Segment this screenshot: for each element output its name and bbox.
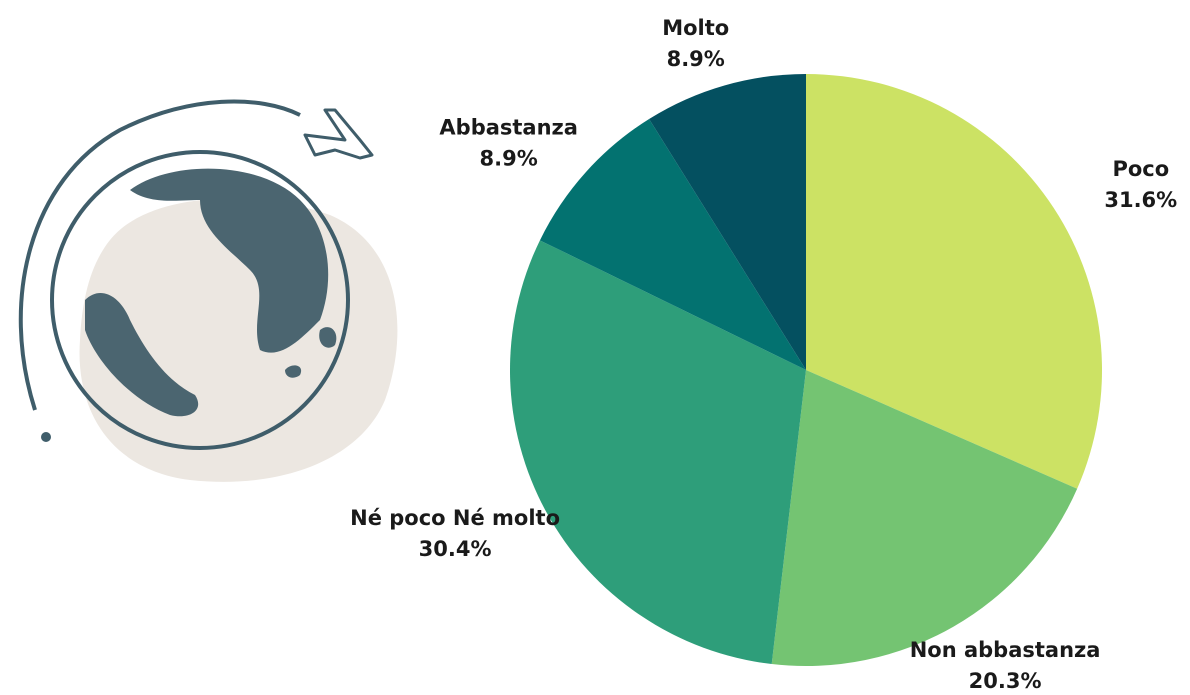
pie-slice xyxy=(649,74,806,370)
pie-slice xyxy=(539,118,806,370)
pie-slice xyxy=(771,370,1078,666)
slice-label: Molto xyxy=(662,16,729,40)
value-label: 8.9% xyxy=(480,147,538,171)
pie-slice xyxy=(806,74,1103,489)
slice-label: Né poco Né molto xyxy=(350,506,560,530)
globe-illustration xyxy=(18,99,398,482)
slice-label: Non abbastanza xyxy=(910,638,1101,662)
value-label: 30.4% xyxy=(419,537,492,561)
slice-label: Abbastanza xyxy=(439,116,578,140)
value-label: 31.6% xyxy=(1104,188,1177,212)
value-label: 20.3% xyxy=(969,669,1042,693)
value-label: 8.9% xyxy=(667,47,725,71)
pie-slice xyxy=(510,240,806,665)
slice-label: Poco xyxy=(1112,157,1169,181)
